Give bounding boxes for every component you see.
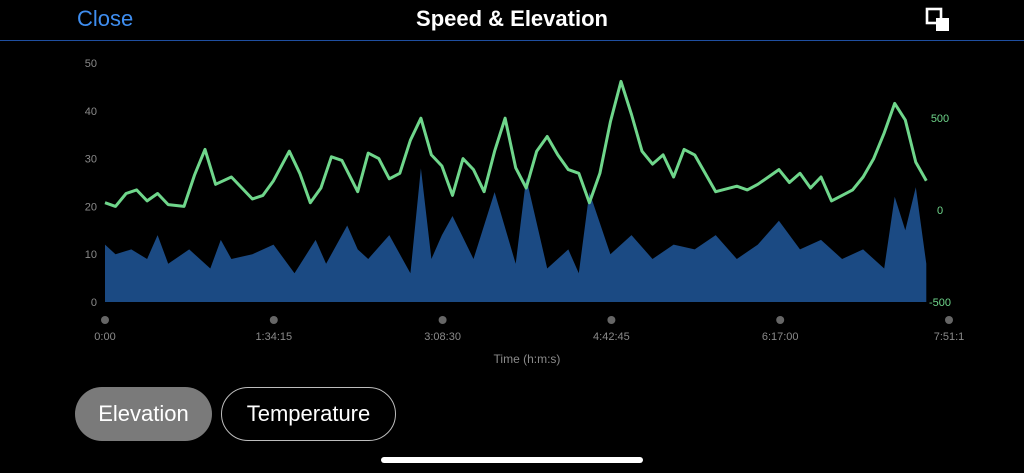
x-tick-label: 1:34:15 bbox=[255, 331, 292, 343]
left-tick-label: 0 bbox=[91, 297, 97, 309]
right-tick-label: -500 bbox=[929, 297, 951, 309]
expand-icon[interactable] bbox=[925, 7, 951, 33]
right-tick-label: 500 bbox=[931, 113, 949, 125]
right-axis: -500 0 500 bbox=[929, 113, 951, 309]
left-tick-label: 50 bbox=[85, 58, 97, 70]
x-axis-label: Time (h:m:s) bbox=[494, 352, 561, 366]
elevation-line bbox=[104, 79, 928, 208]
x-tick-dot bbox=[945, 316, 953, 324]
temperature-button[interactable]: Temperature bbox=[221, 387, 396, 441]
x-tick-dot bbox=[101, 316, 109, 324]
home-indicator bbox=[381, 457, 643, 463]
left-tick-label: 30 bbox=[85, 154, 97, 166]
x-tick-dot bbox=[607, 316, 616, 324]
elevation-button[interactable]: Elevation bbox=[75, 387, 212, 441]
left-tick-label: 20 bbox=[85, 201, 97, 213]
left-axis: 0 10 20 30 40 50 bbox=[85, 58, 97, 309]
close-button[interactable]: Close bbox=[77, 6, 134, 31]
x-axis: 0:00 1:34:15 3:08:30 4:42:45 6:17:00 7:51:1 bbox=[94, 316, 964, 343]
page-title: Speed & Elevation bbox=[416, 6, 608, 31]
x-tick-label: 7:51:1 bbox=[934, 331, 965, 343]
x-tick-dot bbox=[776, 316, 785, 324]
x-tick-label: 6:17:00 bbox=[762, 331, 799, 343]
plot-area bbox=[104, 79, 928, 302]
speed-area bbox=[105, 168, 927, 302]
x-tick-label: 3:08:30 bbox=[424, 331, 461, 343]
x-tick-label: 4:42:45 bbox=[593, 331, 630, 343]
x-tick-dot bbox=[438, 316, 447, 324]
left-tick-label: 40 bbox=[85, 106, 97, 118]
right-tick-label: 0 bbox=[937, 205, 943, 217]
speed-elevation-chart: 0 10 20 30 40 50 -500 0 500 0:00 1:34:15 3:08:30 4… bbox=[85, 58, 965, 366]
x-tick-dot bbox=[269, 316, 278, 324]
header-bar: Close Speed & Elevation bbox=[0, 0, 1024, 41]
x-tick-label: 0:00 bbox=[94, 331, 115, 343]
left-tick-label: 10 bbox=[85, 249, 97, 261]
